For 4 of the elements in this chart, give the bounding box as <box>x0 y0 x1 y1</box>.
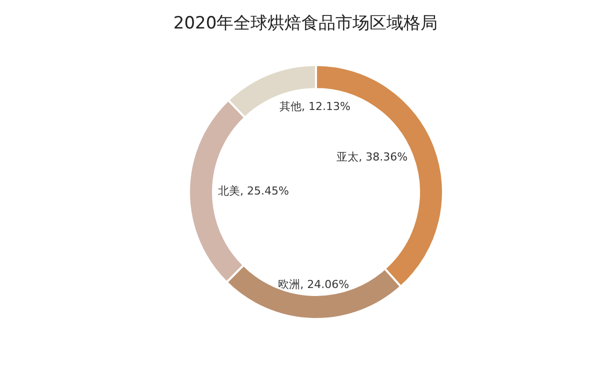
slice-label: 亚太, 38.36% <box>336 150 408 164</box>
slice-label: 北美, 25.45% <box>218 184 289 198</box>
chart-title: 2020年全球烘焙食品市场区域格局 <box>173 14 438 34</box>
slice-label: 其他, 12.13% <box>280 100 350 114</box>
